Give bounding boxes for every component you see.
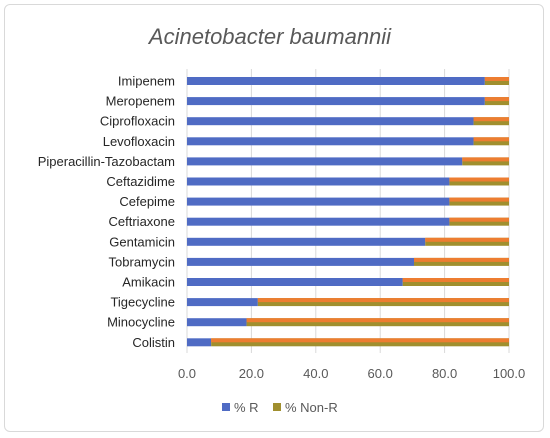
bar-segment-non-r-top (462, 157, 509, 162)
legend: % R % Non-R (222, 400, 338, 415)
x-tick-label: 0.0 (178, 366, 196, 381)
category-label: Meropenem (106, 94, 175, 109)
category-label: Gentamicin (109, 234, 175, 249)
category-label: Ceftazidime (106, 174, 175, 189)
x-tick-label: 40.0 (303, 366, 328, 381)
legend-label-r: % R (234, 400, 259, 415)
category-label: Cefepime (119, 194, 175, 209)
x-tick-labels: 0.0 20.0 40.0 60.0 80.0 100.0 (178, 366, 525, 381)
bar-segment-r (187, 298, 258, 307)
category-label: Levofloxacin (103, 134, 175, 149)
x-tick-label: 100.0 (493, 366, 526, 381)
legend-label-non-r: % Non-R (285, 400, 338, 415)
x-tick-label: 80.0 (432, 366, 457, 381)
bar-segment-non-r-top (257, 298, 509, 303)
category-label: Minocycline (107, 315, 175, 330)
bar-segment-non-r-top (449, 197, 509, 202)
bar-segment-non-r-top (414, 257, 509, 262)
category-label: Colistin (132, 335, 175, 350)
chart-svg: Acinetobacter baumannii Imipenem Meropene… (38, 24, 526, 415)
bar-segment-non-r-top (473, 137, 509, 142)
category-labels: Imipenem Meropenem Ciprofloxacin Levofloxac… (38, 74, 175, 350)
chart-title: Acinetobacter baumannii (147, 24, 392, 49)
category-label: Amikacin (122, 275, 175, 290)
legend-swatch-non-r (273, 403, 281, 411)
bar-segment-r (187, 77, 485, 85)
bar-segment-r (187, 97, 485, 106)
bar-segment-r (187, 157, 463, 166)
bar-segment-non-r-top (211, 338, 509, 343)
chart-frame: Acinetobacter baumannii Imipenem Meropene… (4, 4, 544, 432)
category-label: Tigecycline (110, 295, 175, 310)
bar-segment-non-r-top (425, 237, 509, 242)
bar-segment-r (187, 318, 247, 327)
bar-segment-non-r-top (402, 278, 509, 282)
bar-segment-r (187, 237, 426, 246)
bar-segment-r (187, 177, 450, 186)
category-label: Piperacillin-Tazobactam (38, 154, 175, 169)
category-label: Tobramycin (109, 254, 175, 269)
bar-segment-r (187, 278, 403, 286)
bar-segment-non-r-top (246, 318, 509, 323)
bar-segment-r (187, 217, 450, 226)
bar-segment-non-r-top (473, 117, 509, 122)
category-label: Ceftriaxone (109, 214, 175, 229)
grid (186, 69, 510, 353)
bar-segment-r (187, 117, 474, 126)
bar-segment-non-r-top (449, 217, 509, 222)
x-tick-label: 20.0 (239, 366, 264, 381)
bar-segment-r (187, 197, 450, 206)
category-label: Ciprofloxacin (100, 114, 175, 129)
x-tick-label: 60.0 (368, 366, 393, 381)
category-label: Imipenem (118, 74, 175, 89)
bar-segment-non-r-top (449, 177, 509, 182)
bar-segment-r (187, 338, 212, 347)
bar-segment-non-r-top (484, 97, 509, 102)
bar-segment-non-r-top (484, 77, 509, 81)
bar-segment-r (187, 257, 415, 266)
legend-swatch-r (222, 403, 230, 411)
bars (187, 77, 509, 347)
bar-segment-r (187, 137, 474, 146)
